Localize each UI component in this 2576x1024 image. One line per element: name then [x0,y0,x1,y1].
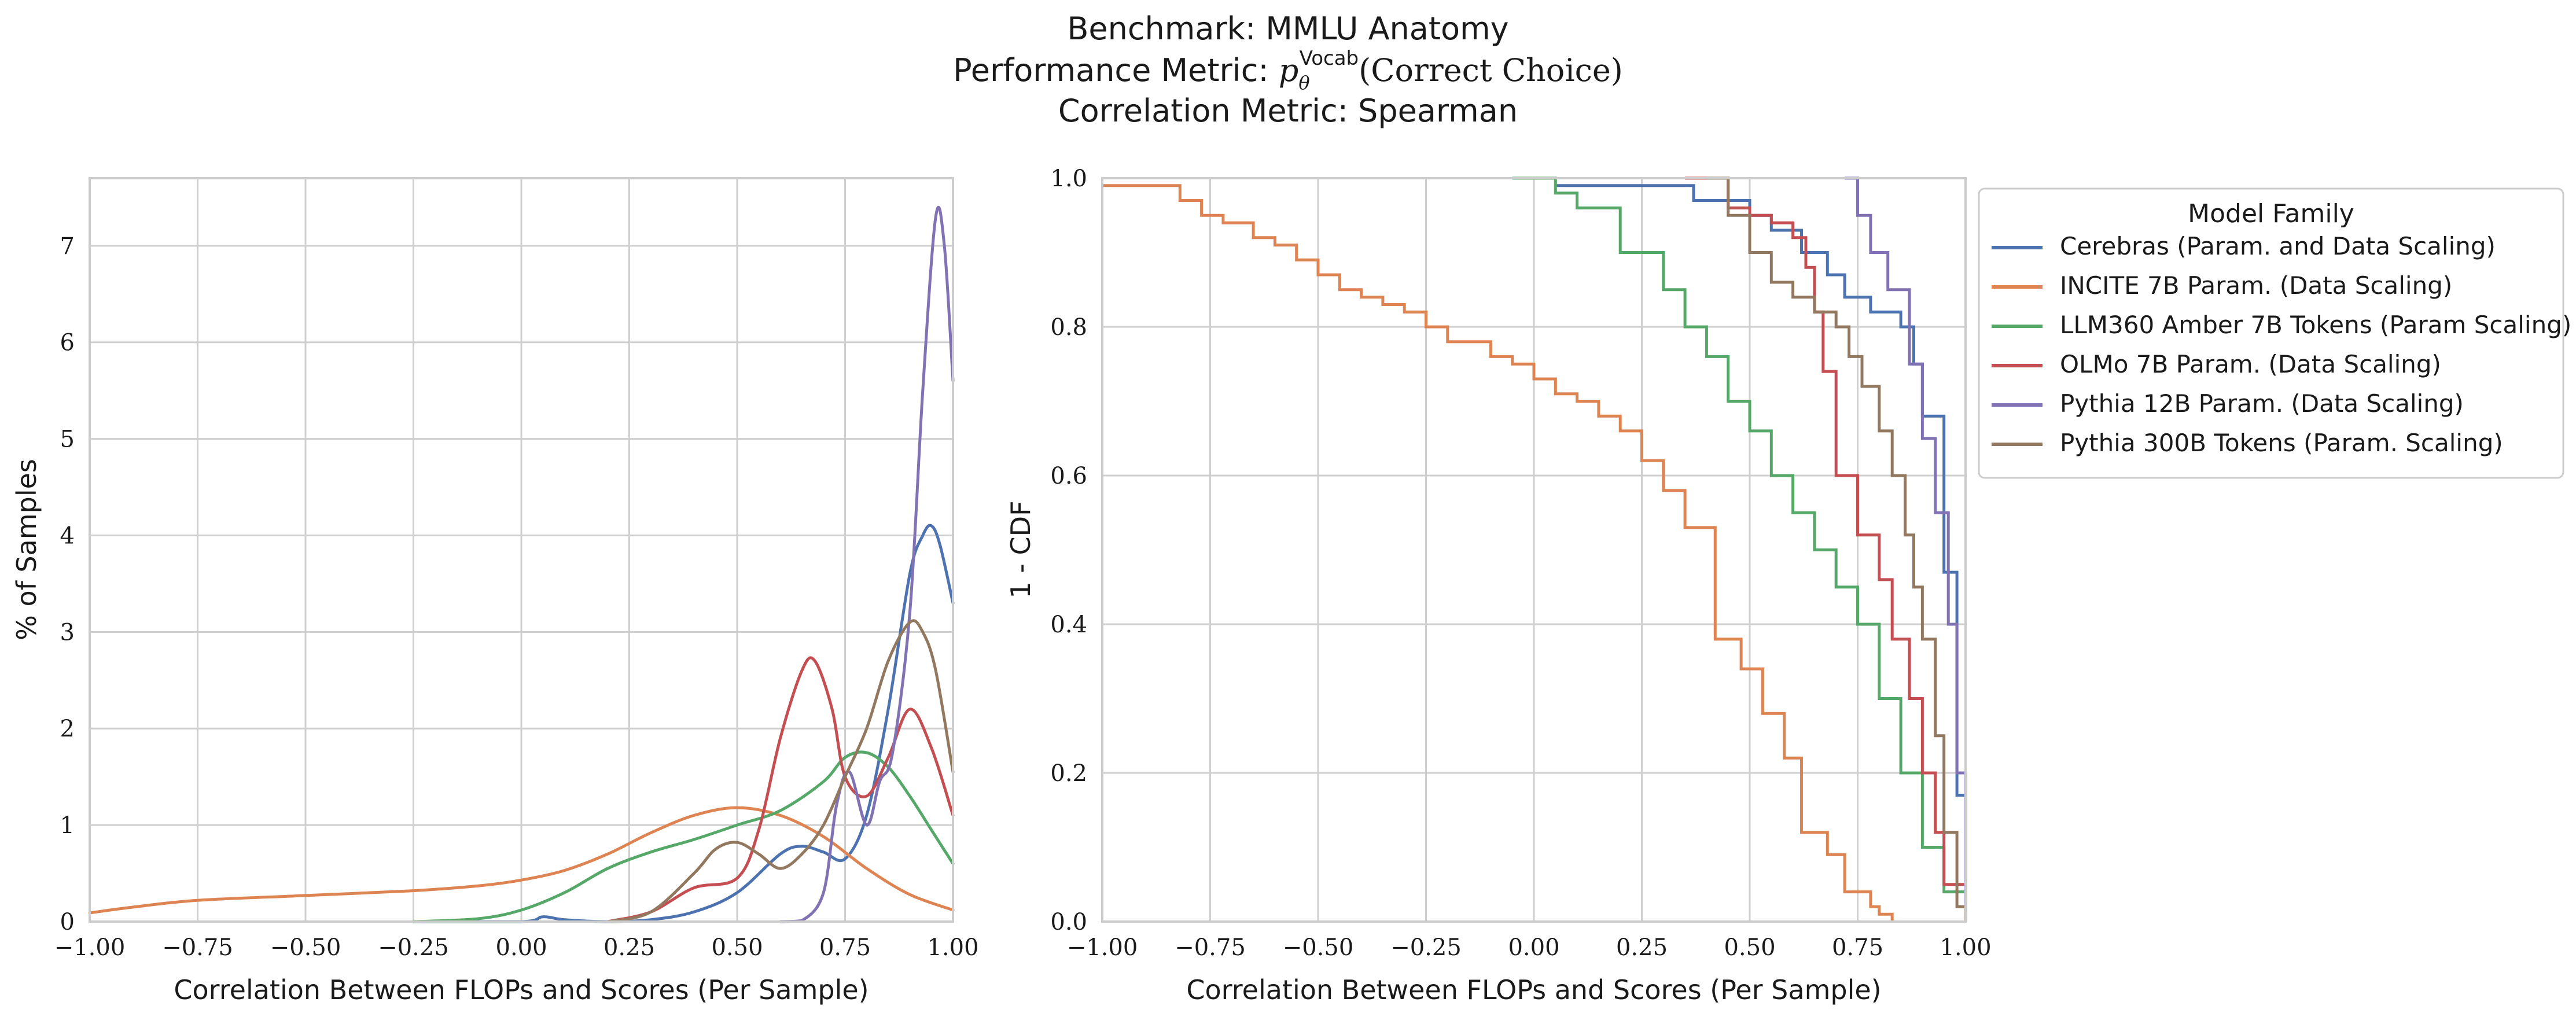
kde-x-tick-label: 0.25 [603,934,655,961]
legend-entry-label: LLM360 Amber 7B Tokens (Param Scaling) [2060,311,2571,339]
kde-series-line [412,524,955,923]
kde-x-tick-label: 1.00 [927,934,978,961]
cdf-x-tick-label: −0.25 [1390,934,1462,961]
title-line-2-sub: θ [1298,72,1309,94]
legend-box [1978,187,2564,479]
cdf-y-tick-label: 0.8 [1050,314,1087,341]
title-line-2-sup: Vocab [1300,47,1359,70]
kde-y-tick-label: 7 [60,233,75,260]
cdf-series-line [1512,176,1967,922]
cdf-series-lines [1102,176,1967,922]
kde-x-tick-label: −1.00 [54,934,126,961]
cdf-x-tick-label: 0.00 [1508,934,1559,961]
cdf-series-line [1102,184,1894,922]
cdf-y-tick-label: 0.0 [1050,909,1087,935]
title-line-2-suffix: (Correct Choice) [1359,52,1623,89]
kde-series-line [606,656,955,923]
kde-y-tick-label: 1 [60,812,75,839]
kde-y-axis-label: % of Samples [11,459,42,640]
cdf-y-tick-label: 0.4 [1050,612,1087,638]
cdf-x-tick-label: 1.00 [1940,934,1991,961]
kde-y-tick-label: 6 [60,330,75,356]
legend-entries: Cerebras (Param. and Data Scaling) INCITE… [1992,232,2571,457]
kde-y-tick-label: 5 [60,426,75,453]
kde-plot: −1.00 −0.75 −0.50 −0.25 0.00 0.25 0.50 0.75 1.00… [11,177,979,1005]
cdf-x-tick-label: −0.75 [1175,934,1246,961]
legend-entry-label: Cerebras (Param. and Data Scaling) [2060,232,2496,260]
title-line-2-math: p [1279,52,1299,89]
cdf-y-axis-label: 1 - CDF [1005,500,1036,598]
cdf-series-line [1845,176,1967,922]
title-line-1: Benchmark: MMLU Anatomy [1067,10,1508,47]
kde-plot-frame [89,177,954,923]
cdf-series-line [1555,184,1967,922]
cdf-x-tick-label: −0.50 [1283,934,1354,961]
cdf-y-tick-label: 0.2 [1050,760,1087,787]
kde-x-tick-label: 0.00 [495,934,547,961]
legend-entry-label: INCITE 7B Param. (Data Scaling) [2060,271,2452,300]
kde-x-tick-label: 0.75 [819,934,871,961]
cdf-x-tick-label: 0.75 [1832,934,1883,961]
kde-x-tick-label: 0.50 [711,934,763,961]
cdf-x-axis-label: Correlation Between FLOPs and Scores (Pe… [1186,974,1881,1005]
kde-x-tick-label: −0.50 [270,934,341,961]
title-line-2-prefix: Performance Metric: [953,52,1279,89]
legend-entry-label: Pythia 300B Tokens (Param. Scaling) [2060,429,2503,457]
cdf-x-tick-label: 0.50 [1724,934,1775,961]
title-line-3: Correlation Metric: Spearman [1058,93,1518,129]
legend-entry-label: OLMo 7B Param. (Data Scaling) [2060,350,2441,378]
kde-gridlines [89,178,954,923]
figure-title: Benchmark: MMLU Anatomy Performance Metr… [953,10,1623,129]
kde-y-tick-label: 2 [60,716,75,742]
cdf-plot-frame [1101,177,1967,923]
cdf-x-tick-label: −1.00 [1067,934,1138,961]
kde-y-tick-label: 4 [60,522,75,549]
legend-entry-label: Pythia 12B Param. (Data Scaling) [2060,389,2464,418]
cdf-plot: −1.00 −0.75 −0.50 −0.25 0.00 0.25 0.50 0.75 1.00… [1005,165,1992,1005]
cdf-x-tick-label: 0.25 [1616,934,1668,961]
legend: Model Family Cerebras (Param. and Data S… [1978,187,2571,479]
kde-x-tick-labels: −1.00 −0.75 −0.50 −0.25 0.00 0.25 0.50 0.75 1.00 [54,934,979,961]
cdf-series-line [1685,176,1967,922]
kde-series-lines [88,205,955,923]
legend-title: Model Family [2188,199,2354,229]
kde-x-tick-label: −0.75 [162,934,233,961]
kde-series-line [779,205,955,923]
kde-series-line [606,619,955,923]
kde-y-tick-label: 3 [60,619,75,646]
kde-x-axis-label: Correlation Between FLOPs and Scores (Pe… [174,974,869,1005]
cdf-series-line [1706,176,1967,922]
kde-series-line [412,750,955,923]
kde-y-tick-labels: 0 1 2 3 4 5 6 7 [60,233,75,935]
kde-y-tick-label: 0 [60,909,75,935]
cdf-y-tick-labels: 0.0 0.2 0.4 0.6 0.8 1.0 [1050,165,1087,935]
cdf-x-tick-labels: −1.00 −0.75 −0.50 −0.25 0.00 0.25 0.50 0.75 1.00 [1067,934,1992,961]
cdf-y-tick-label: 1.0 [1050,165,1087,192]
title-line-2: Performance Metric: pθVocab(Correct Choi… [953,47,1623,94]
cdf-y-tick-label: 0.6 [1050,463,1087,489]
kde-x-tick-label: −0.25 [378,934,449,961]
